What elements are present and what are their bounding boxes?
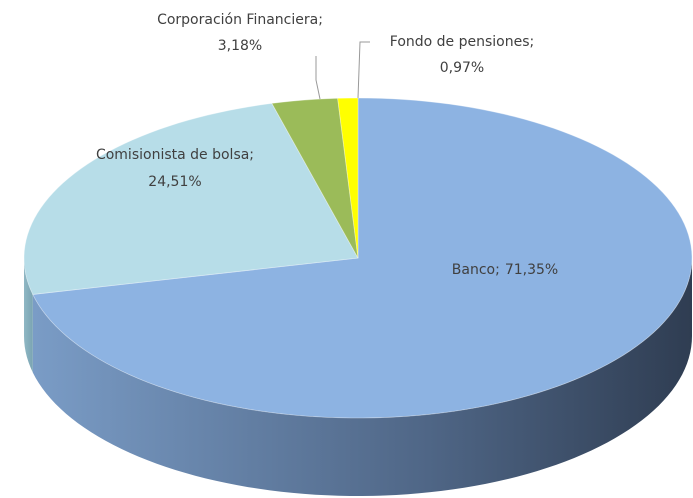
label-value: 71,35% (505, 262, 558, 278)
label-category: Fondo de pensiones; (390, 34, 534, 50)
label-category: Comisionista de bolsa; (96, 147, 254, 163)
leader-line (357, 41, 370, 99)
slice-side (24, 258, 33, 373)
slice (337, 97, 359, 259)
leader-line (315, 56, 321, 100)
slice (271, 97, 359, 259)
slice (32, 97, 693, 419)
label-value: 0,97% (440, 60, 484, 76)
label-value: 3,18% (218, 38, 262, 54)
slice (23, 102, 359, 295)
label-category: Banco; (452, 262, 500, 278)
label-value: 24,51% (148, 174, 201, 190)
data-label: Banco; 71,35% (452, 262, 558, 278)
slice-side (32, 258, 692, 496)
label-category: Corporación Financiera; (157, 12, 323, 28)
